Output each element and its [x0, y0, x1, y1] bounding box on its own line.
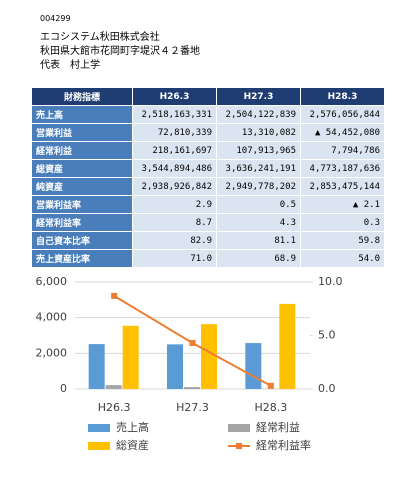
bar [88, 344, 105, 389]
table-row: 売上高 2,518,163,331 2,504,122,839 2,576,056,8… [32, 106, 384, 123]
table-row: 財務指標 H26.3 H27.3 H28.3 [32, 88, 384, 105]
y-tick-label: 0 [60, 382, 67, 395]
table-cell: 2,938,926,842 [133, 178, 216, 195]
y2-tick-label: 10.0 [318, 275, 343, 288]
x-tick-label: H27.3 [176, 401, 209, 414]
table-cell: 総資産 [32, 160, 132, 177]
table-cell: 4.3 [217, 214, 300, 231]
code: 004299 [40, 14, 71, 23]
table-cell: ▲ 2.1 [301, 196, 384, 213]
x-tick-label: H26.3 [98, 401, 131, 414]
table-cell: 218,161,697 [133, 142, 216, 159]
bar [279, 303, 296, 389]
bar [201, 324, 217, 389]
legend-label: 売上高 [116, 420, 149, 434]
table-cell: 72,810,339 [133, 124, 216, 141]
line-marker [111, 292, 118, 299]
table-cell: 自己資本比率 [32, 232, 132, 249]
table-cell: 営業利益率 [32, 196, 132, 213]
table-row: 総資産 3,544,894,486 3,636,241,191 4,773,187,6… [32, 160, 384, 177]
finance-table: 財務指標 H26.3 H27.3 H28.3 売上高 2,518,163,331 2,504… [31, 87, 385, 268]
table-cell: 売上高 [32, 106, 132, 123]
table-cell: 0.3 [301, 214, 384, 231]
legend-marker [236, 443, 242, 449]
table-cell: 8.7 [133, 214, 216, 231]
table-cell: 81.1 [217, 232, 300, 249]
table-cell: 2,853,475,144 [301, 178, 384, 195]
y-tick-label: 2,000 [36, 346, 68, 359]
table-cell: H28.3 [301, 88, 384, 105]
company: エコシステム秋田株式会社 [40, 32, 160, 43]
legend-swatch [88, 424, 110, 432]
y-tick-label: 6,000 [36, 275, 68, 288]
legend-swatch [228, 424, 250, 432]
line-marker [189, 339, 196, 346]
y-tick-label: 4,000 [36, 311, 68, 324]
table-cell: 54.0 [301, 250, 384, 267]
address: 秋田県大館市花岡町字堤沢４２番地 [40, 46, 200, 57]
table-row: 営業利益率 2.9 0.5 ▲ 2.1 [32, 196, 384, 213]
table-cell: 0.5 [217, 196, 300, 213]
x-tick-label: H28.3 [254, 401, 287, 414]
bar [167, 344, 183, 389]
table-cell: 68.9 [217, 250, 300, 267]
table-row: 純資産 2,938,926,842 2,949,778,202 2,853,475,1… [32, 178, 384, 195]
table-cell: H26.3 [133, 88, 216, 105]
legend-label: 総資産 [116, 438, 149, 452]
table-cell: 2,504,122,839 [217, 106, 300, 123]
bar [245, 343, 262, 389]
representative: 代表 村上学 [40, 60, 100, 71]
chart: 0 2,000 4,000 6,000 0.0 5.0 10.0 H26.3 H27.3 H28.… [36, 275, 343, 452]
table-row: 経常利益率 8.7 4.3 0.3 [32, 214, 384, 231]
table-cell: 71.0 [133, 250, 216, 267]
table-cell: 2.9 [133, 196, 216, 213]
table-cell: 2,949,778,202 [217, 178, 300, 195]
table-row: 営業利益 72,810,339 13,310,082 ▲ 54,452,080 [32, 124, 384, 141]
table-cell: 経常利益率 [32, 214, 132, 231]
y2-tick-label: 0.0 [318, 382, 336, 395]
table-row: 売上資産比率 71.0 68.9 54.0 [32, 250, 384, 267]
table-cell: 7,794,786 [301, 142, 384, 159]
table-cell: 経常利益 [32, 142, 132, 159]
table-row: 経常利益 218,161,697 107,913,965 7,794,786 [32, 142, 384, 159]
table-cell: 3,544,894,486 [133, 160, 216, 177]
legend-swatch [88, 442, 110, 450]
table-cell: H27.3 [217, 88, 300, 105]
table-cell: 2,518,163,331 [133, 106, 216, 123]
legend-label: 経常利益 [256, 420, 300, 434]
table-cell: 82.9 [133, 232, 216, 249]
legend-label: 経常利益率 [256, 438, 311, 452]
table-cell: ▲ 54,452,080 [301, 124, 384, 141]
table-cell: 財務指標 [32, 88, 132, 105]
y2-tick-label: 5.0 [318, 329, 336, 342]
line-marker [267, 382, 274, 389]
table-row: 自己資本比率 82.9 81.1 59.8 [32, 232, 384, 249]
table-cell: 13,310,082 [217, 124, 300, 141]
table-cell: 59.8 [301, 232, 384, 249]
bar [122, 325, 139, 389]
bar [105, 385, 122, 389]
table-cell: 純資産 [32, 178, 132, 195]
table-cell: 2,576,056,844 [301, 106, 384, 123]
table-cell: 107,913,965 [217, 142, 300, 159]
table-cell: 営業利益 [32, 124, 132, 141]
table-cell: 3,636,241,191 [217, 160, 300, 177]
table-cell: 4,773,187,636 [301, 160, 384, 177]
bar [184, 387, 200, 389]
table-cell: 売上資産比率 [32, 250, 132, 267]
